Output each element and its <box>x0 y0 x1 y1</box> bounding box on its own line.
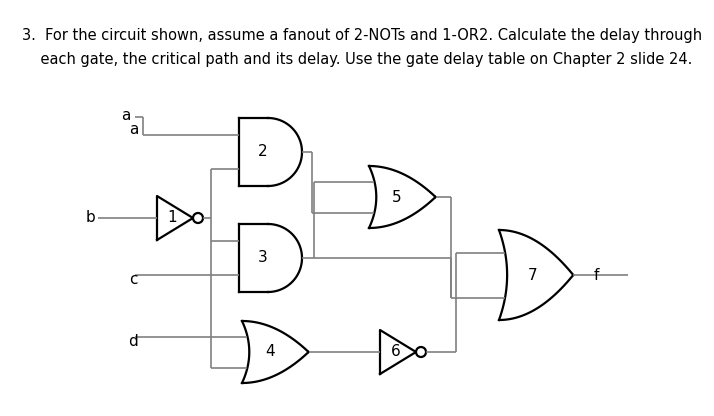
Text: f: f <box>593 267 598 282</box>
Text: b: b <box>85 210 95 225</box>
Text: 6: 6 <box>391 344 401 359</box>
Text: 3: 3 <box>258 250 268 265</box>
Text: c: c <box>129 272 138 287</box>
Text: 1: 1 <box>167 210 177 225</box>
Text: 3.  For the circuit shown, assume a fanout of 2-NOTs and 1-OR2. Calculate the de: 3. For the circuit shown, assume a fanou… <box>22 28 702 43</box>
Text: a: a <box>121 107 131 122</box>
Text: a: a <box>129 122 138 138</box>
Text: 4: 4 <box>265 344 275 359</box>
Text: 2: 2 <box>258 144 268 159</box>
Text: 7: 7 <box>528 267 538 282</box>
Text: d: d <box>129 334 138 349</box>
Text: 5: 5 <box>392 190 402 205</box>
Text: each gate, the critical path and its delay. Use the gate delay table on Chapter : each gate, the critical path and its del… <box>22 52 693 67</box>
